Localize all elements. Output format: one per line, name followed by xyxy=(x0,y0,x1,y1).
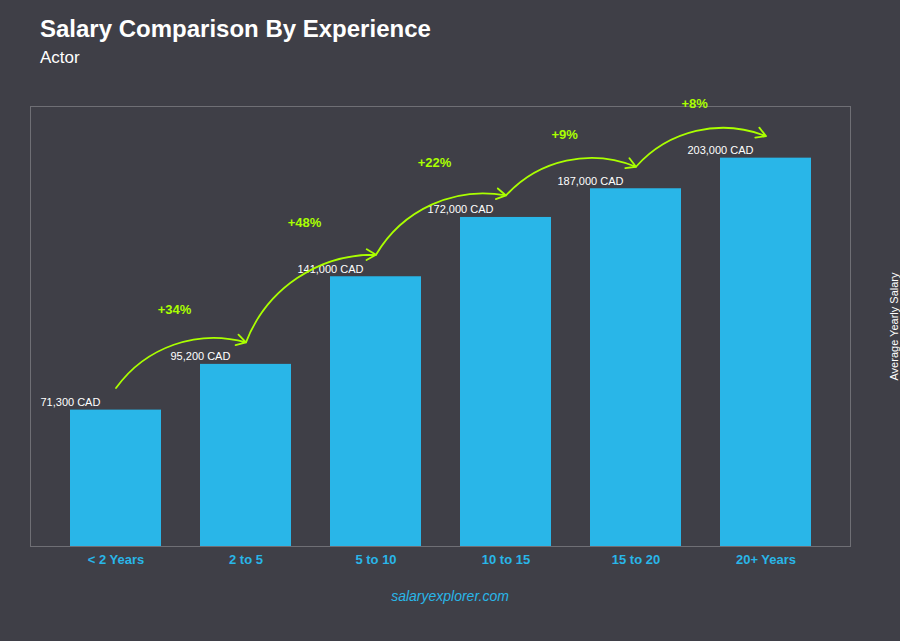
svg-text:20+ Years: 20+ Years xyxy=(736,552,796,567)
svg-text:172,000 CAD: 172,000 CAD xyxy=(427,203,493,215)
svg-text:71,300 CAD: 71,300 CAD xyxy=(40,396,100,408)
svg-text:+9%: +9% xyxy=(551,127,578,142)
svg-text:15 to 20: 15 to 20 xyxy=(612,552,660,567)
html-text:salaryexplorer.com: salaryexplorer.com xyxy=(391,588,509,604)
svg-text:2 to 5: 2 to 5 xyxy=(229,552,263,567)
html-text:Actor: Actor xyxy=(40,48,80,67)
svg-text:+8%: +8% xyxy=(681,96,708,111)
svg-text:5 to 10: 5 to 10 xyxy=(355,552,396,567)
svg-text:+22%: +22% xyxy=(418,155,452,170)
svg-text:187,000 CAD: 187,000 CAD xyxy=(557,175,623,187)
html-text:Salary Comparison By Experienc: Salary Comparison By Experience xyxy=(40,15,431,42)
svg-text:203,000 CAD: 203,000 CAD xyxy=(687,144,753,156)
svg-text:+34%: +34% xyxy=(158,302,192,317)
svg-text:95,200 CAD: 95,200 CAD xyxy=(170,350,230,362)
svg-text:10 to 15: 10 to 15 xyxy=(482,552,530,567)
svg-text:Average Yearly Salary: Average Yearly Salary xyxy=(888,272,900,381)
svg-text:141,000 CAD: 141,000 CAD xyxy=(297,263,363,275)
svg-text:< 2 Years: < 2 Years xyxy=(88,552,145,567)
svg-text:+48%: +48% xyxy=(288,215,322,230)
